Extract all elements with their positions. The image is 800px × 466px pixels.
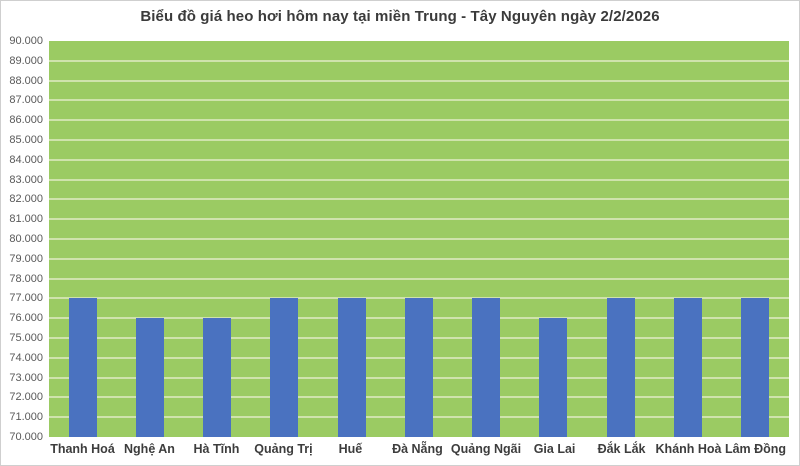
- gridline: [49, 257, 789, 260]
- y-axis-label: 86.000: [9, 114, 43, 127]
- bar: [270, 298, 299, 437]
- y-axis-label: 80.000: [9, 233, 43, 245]
- y-axis-label: 88.000: [9, 74, 43, 87]
- y-axis-label: 72.000: [9, 391, 43, 404]
- gridline: [49, 99, 789, 102]
- bar: [674, 298, 703, 437]
- y-axis-label: 78.000: [9, 272, 43, 285]
- y-axis-label: 82.000: [9, 193, 43, 206]
- bars: [49, 41, 789, 437]
- y-axis-label: 74.000: [9, 351, 43, 364]
- gridline: [49, 139, 789, 141]
- gridline: [49, 158, 789, 161]
- bar: [135, 318, 164, 437]
- gridline: [49, 277, 789, 280]
- plot-area: [49, 41, 789, 437]
- y-axis-label: 89.000: [9, 54, 43, 67]
- gridline: [49, 238, 789, 240]
- bar-slot: [318, 41, 385, 437]
- x-axis-label: Quảng Ngãi: [450, 442, 522, 456]
- bar: [337, 298, 366, 437]
- y-axis-label: 79.000: [9, 252, 43, 265]
- bar-slot: [116, 41, 183, 437]
- y-axis-label: 87.000: [9, 94, 43, 107]
- x-axis-label: Hà Tĩnh: [193, 442, 240, 456]
- x-axis-label: Nghệ An: [124, 442, 175, 456]
- y-axis-label: 90.000: [9, 35, 43, 47]
- bar: [606, 298, 635, 437]
- gridline: [49, 119, 789, 122]
- gridline: [49, 198, 789, 201]
- bar: [741, 298, 770, 437]
- gridline: [49, 297, 789, 300]
- gridline: [49, 218, 789, 221]
- x-axis-label: Lâm Đồng: [724, 442, 787, 456]
- x-axis-label: Đà Nẵng: [392, 442, 443, 456]
- bar-slot: [385, 41, 452, 437]
- y-axis-label: 83.000: [9, 173, 43, 186]
- bar: [472, 298, 501, 437]
- bar-slot: [654, 41, 721, 437]
- y-axis-label: 84.000: [9, 153, 43, 166]
- bar: [68, 298, 97, 437]
- bar-slot: [722, 41, 789, 437]
- bar-slot: [453, 41, 520, 437]
- bar: [404, 298, 433, 437]
- x-axis-label: Huế: [338, 442, 363, 456]
- bar-slot: [251, 41, 318, 437]
- y-axis-label: 73.000: [9, 371, 43, 384]
- y-axis-label: 77.000: [9, 292, 43, 305]
- gridline: [49, 59, 789, 62]
- bar-slot: [520, 41, 587, 437]
- x-axis-labels: Thanh Hoá Nghệ An Hà Tĩnh Quảng Trị Huế Đà Nẵ…: [49, 442, 789, 456]
- y-axis-label: 81.000: [9, 213, 43, 226]
- bar: [203, 318, 232, 437]
- bar-slot: [587, 41, 654, 437]
- chart-title: Biểu đồ giá heo hơi hôm nay tại miền Tru…: [140, 8, 660, 25]
- x-axis-label: Thanh Hoá: [50, 442, 115, 456]
- x-axis-label: Quảng Trị: [254, 442, 313, 456]
- y-axis-label: 75.000: [9, 332, 43, 344]
- bar: [539, 318, 568, 437]
- y-axis-label: 76.000: [9, 312, 43, 325]
- bar-slot: [49, 41, 116, 437]
- x-axis-label: Gia Lai: [533, 442, 576, 456]
- y-axis-label: 70.000: [9, 431, 43, 443]
- y-axis-label: 71.000: [9, 411, 43, 424]
- gridline: [49, 178, 789, 181]
- bar-slot: [184, 41, 251, 437]
- y-axis-label: 85.000: [9, 134, 43, 146]
- y-axis-labels: 90.000 89.000 88.000 87.000 86.000 85.000 84.0…: [1, 35, 43, 443]
- gridline: [49, 79, 789, 82]
- x-axis-label: Khánh Hoà: [655, 442, 722, 456]
- x-axis-label: Đắk Lắk: [597, 442, 646, 456]
